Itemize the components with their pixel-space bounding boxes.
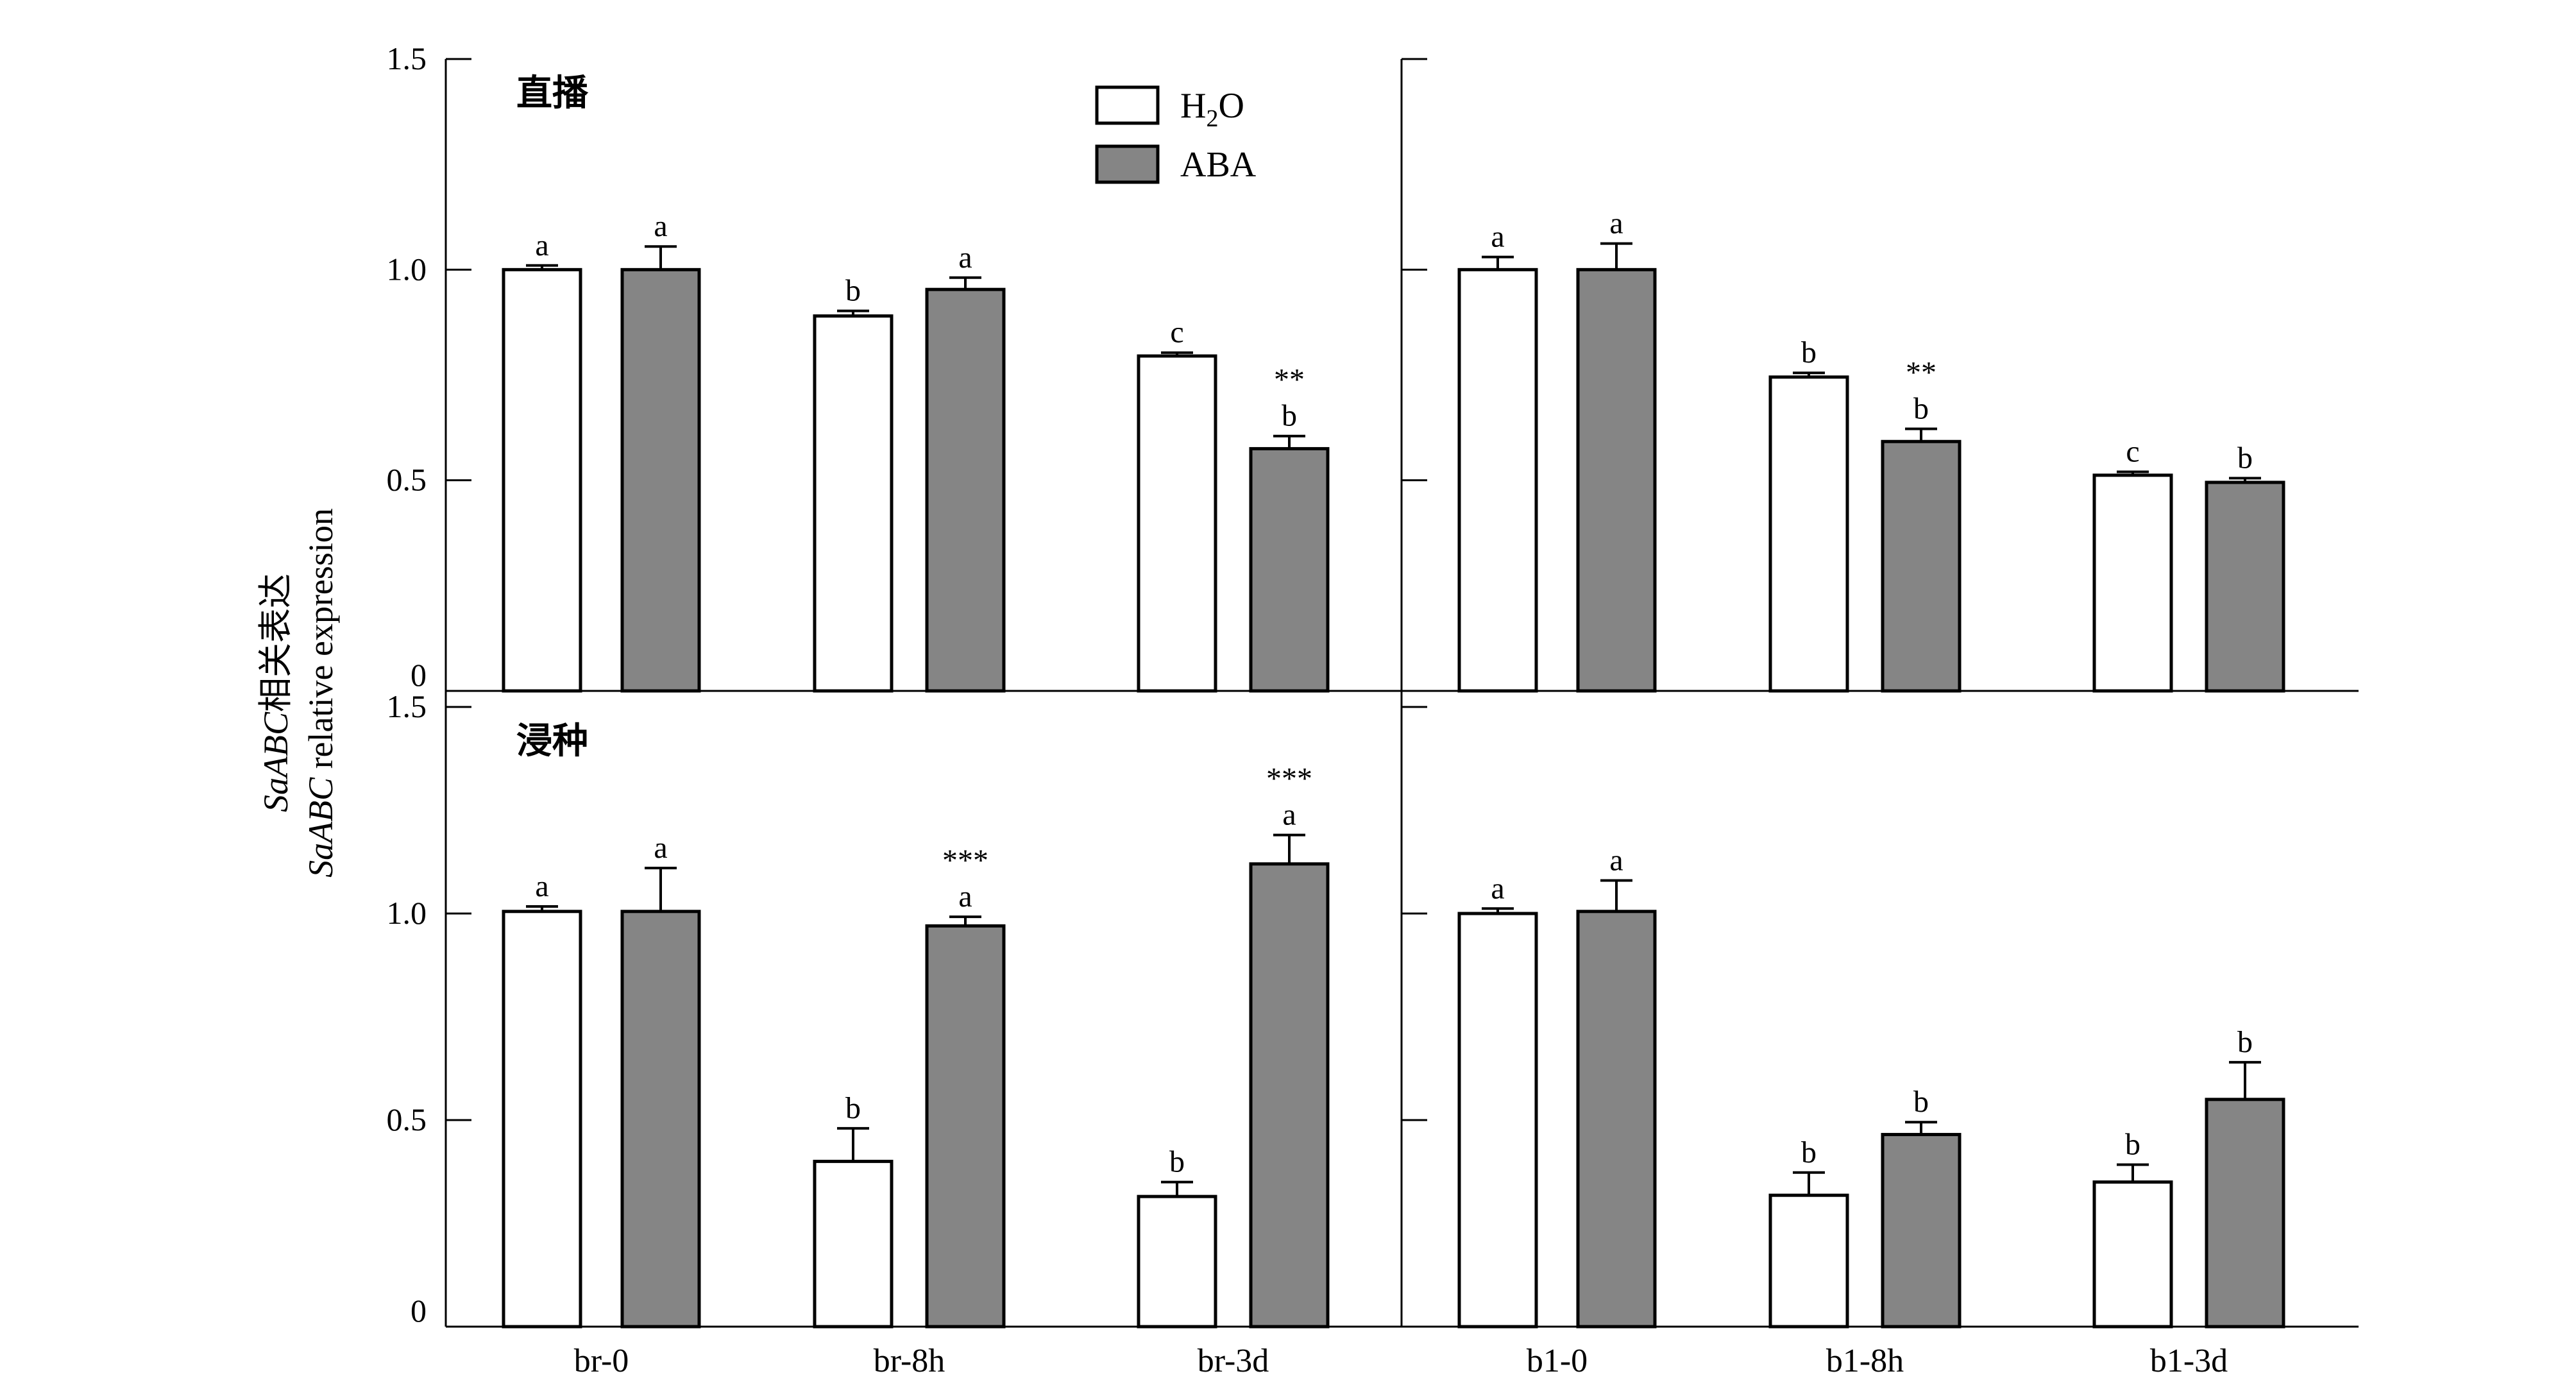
significance-letter: a bbox=[1282, 798, 1296, 832]
aba-bar bbox=[1249, 862, 1330, 1329]
x-category-label: br-0 bbox=[574, 1343, 629, 1379]
aba-bar bbox=[1881, 439, 1962, 693]
h2o-bar bbox=[1457, 912, 1538, 1329]
significance-asterisks: *** bbox=[1266, 762, 1312, 796]
significance-letter: b bbox=[1913, 392, 1929, 426]
legend-label-aba: ABA bbox=[1180, 145, 1257, 185]
significance-letter: a bbox=[958, 880, 972, 914]
aba-bar bbox=[925, 924, 1006, 1329]
h2o-bar bbox=[502, 910, 582, 1329]
significance-asterisks: *** bbox=[942, 844, 988, 878]
y-tick-label: 0.5 bbox=[387, 462, 427, 498]
aba-bar bbox=[620, 910, 701, 1329]
x-category-label: b1-3d bbox=[2150, 1343, 2228, 1379]
significance-letter: b bbox=[845, 1091, 861, 1125]
h2o-bar bbox=[1457, 268, 1538, 693]
y-tick-label: 1.0 bbox=[387, 895, 427, 931]
significance-letter: a bbox=[535, 228, 548, 262]
h2o-bar bbox=[1768, 1193, 1849, 1329]
significance-letter: c bbox=[1170, 316, 1183, 350]
x-category-label: b1-8h bbox=[1826, 1343, 1904, 1379]
significance-letter: a bbox=[1491, 220, 1504, 254]
y-tick-label: 0 bbox=[411, 1293, 427, 1329]
panel-title: 直播 bbox=[516, 72, 589, 114]
legend-label-h2o: H2O bbox=[1180, 86, 1244, 132]
legend-swatch-aba bbox=[1095, 144, 1160, 184]
significance-letter: a bbox=[654, 831, 667, 865]
significance-letter: b bbox=[1801, 336, 1817, 370]
significance-letter: b bbox=[1913, 1085, 1929, 1119]
significance-letter: b bbox=[1801, 1135, 1817, 1169]
aba-bar bbox=[620, 268, 701, 693]
h2o-bar bbox=[813, 1159, 894, 1329]
legend-swatch-h2o bbox=[1095, 85, 1160, 125]
h2o-bar bbox=[1137, 1194, 1217, 1329]
x-category-label: br-8h bbox=[874, 1343, 945, 1379]
y-tick-label: 1.5 bbox=[387, 688, 427, 724]
x-category-label: b1-0 bbox=[1527, 1343, 1588, 1379]
aba-bar bbox=[1576, 910, 1657, 1329]
significance-letter: a bbox=[654, 209, 667, 243]
y-tick-label: 1.0 bbox=[387, 251, 427, 287]
significance-letter: b bbox=[2125, 1128, 2140, 1162]
significance-letter: a bbox=[1609, 207, 1623, 241]
significance-letter: a bbox=[535, 869, 548, 903]
y-axis-label: SaABC relative expression bbox=[301, 508, 340, 878]
aba-bar bbox=[2205, 1098, 2285, 1329]
significance-letter: b bbox=[2237, 441, 2253, 475]
h2o-bar bbox=[813, 314, 894, 693]
h2o-bar bbox=[1137, 354, 1217, 693]
h2o-bar bbox=[2092, 1180, 2173, 1329]
aba-bar bbox=[925, 287, 1006, 693]
aba-bar bbox=[1249, 446, 1330, 693]
h2o-bar bbox=[1768, 375, 1849, 693]
significance-letter: a bbox=[1491, 871, 1504, 905]
panel-title: 浸种 bbox=[516, 720, 588, 762]
significance-letter: a bbox=[958, 241, 972, 275]
h2o-bar bbox=[2092, 473, 2173, 693]
significance-letter: b bbox=[1282, 399, 1297, 433]
aba-bar bbox=[2205, 480, 2285, 693]
y-tick-label: 1.5 bbox=[387, 40, 427, 76]
x-category-label: br-3d bbox=[1198, 1343, 1269, 1379]
y-axis-label: SaABC相关表达 bbox=[257, 574, 295, 812]
significance-letter: b bbox=[845, 274, 861, 308]
y-tick-label: 0 bbox=[411, 657, 427, 693]
y-tick-label: 0.5 bbox=[387, 1101, 427, 1137]
significance-asterisks: ** bbox=[1274, 363, 1305, 397]
aba-bar bbox=[1576, 268, 1657, 693]
significance-letter: b bbox=[2237, 1025, 2253, 1059]
aba-bar bbox=[1881, 1133, 1962, 1329]
significance-asterisks: ** bbox=[1906, 356, 1936, 390]
significance-letter: a bbox=[1609, 843, 1623, 877]
h2o-bar bbox=[502, 268, 582, 693]
significance-letter: c bbox=[2126, 435, 2139, 469]
significance-letter: b bbox=[1169, 1145, 1185, 1179]
